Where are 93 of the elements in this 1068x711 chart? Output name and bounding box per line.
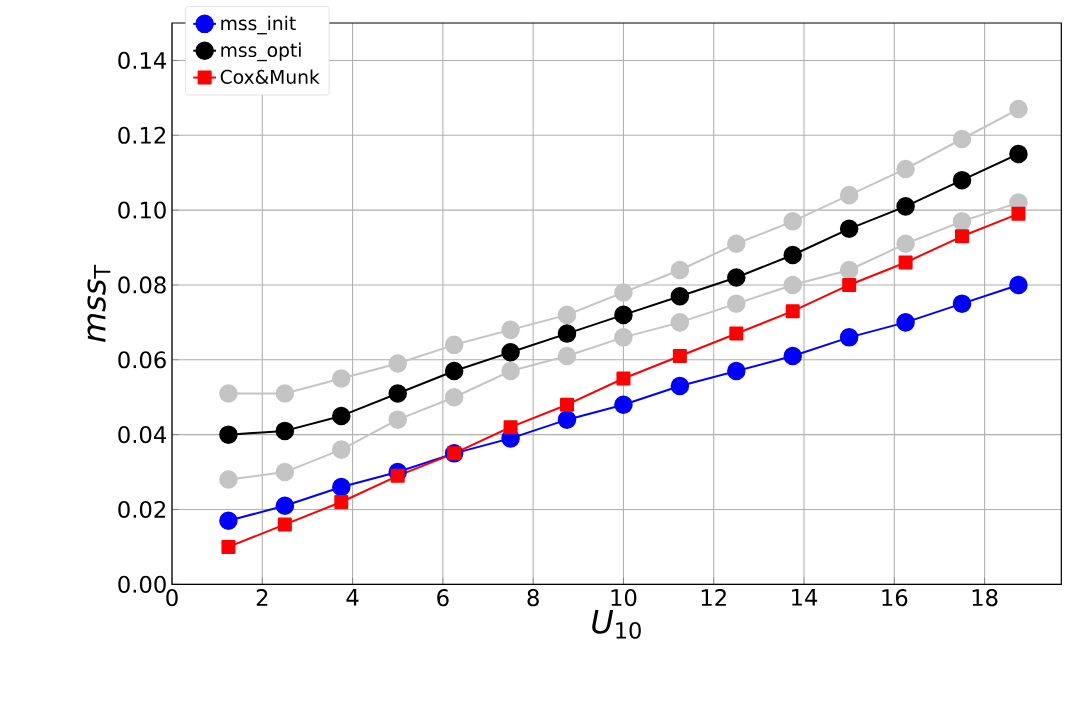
point — [672, 349, 687, 364]
point — [839, 328, 859, 347]
point — [503, 420, 518, 435]
point — [219, 470, 238, 489]
y-tick-label: 0.04 — [118, 426, 167, 444]
point — [614, 328, 633, 347]
point — [334, 495, 349, 510]
point — [952, 170, 972, 190]
x-tick-label: 18 — [972, 589, 998, 607]
point — [219, 511, 238, 530]
point — [501, 343, 520, 362]
y-axis-title: mss$_{T}$ — [87, 264, 111, 342]
point — [896, 313, 915, 332]
point — [219, 384, 238, 403]
y-tick-label: 0.02 — [118, 500, 166, 519]
point — [501, 320, 520, 340]
point — [275, 421, 295, 441]
point — [557, 410, 577, 429]
point — [221, 539, 236, 554]
x-tick-label: 4 — [346, 589, 359, 606]
point — [390, 468, 405, 483]
point — [275, 384, 295, 403]
point — [783, 346, 802, 366]
point — [898, 255, 913, 270]
point — [219, 425, 238, 444]
x-tick-label: 8 — [527, 589, 539, 607]
point — [444, 335, 464, 355]
point — [275, 462, 295, 482]
legend-label: mss_opti — [221, 42, 301, 62]
y-tick-label: 0.06 — [118, 351, 166, 369]
point — [783, 212, 802, 231]
point — [557, 324, 577, 343]
point — [557, 305, 577, 325]
point — [1011, 206, 1026, 221]
point — [1009, 275, 1028, 295]
y-tick-label: 0.00 — [118, 575, 166, 593]
point — [955, 229, 970, 244]
point — [332, 369, 351, 388]
legend-label: Cox&Munk — [220, 69, 320, 84]
point — [614, 283, 633, 302]
point — [275, 496, 295, 516]
point — [842, 277, 857, 292]
point — [444, 387, 464, 407]
point — [560, 397, 575, 412]
point — [783, 275, 802, 295]
x-tick-label: 10 — [611, 589, 637, 607]
point — [785, 304, 800, 319]
point — [896, 234, 915, 254]
point — [501, 361, 520, 381]
x-tick-label: 0 — [166, 589, 178, 607]
point — [952, 212, 972, 231]
point — [839, 219, 859, 239]
point — [616, 371, 631, 386]
point — [332, 440, 351, 459]
point — [670, 313, 690, 332]
x-tick-label: 6 — [437, 589, 449, 607]
point — [1009, 99, 1028, 119]
point — [614, 305, 633, 325]
point — [839, 260, 859, 280]
point — [332, 477, 351, 497]
point — [1009, 144, 1028, 164]
point — [444, 361, 464, 381]
x-tick-label: 12 — [701, 589, 726, 606]
point — [727, 234, 746, 254]
point — [557, 346, 577, 366]
point — [670, 286, 690, 306]
point — [729, 326, 744, 341]
y-tick-label: 0.12 — [118, 126, 166, 144]
point — [277, 517, 292, 532]
x-tick-label: 14 — [792, 589, 818, 606]
point — [332, 406, 351, 426]
x-axis-title: U$_{10}$ — [592, 610, 641, 639]
y-tick-label: 0.10 — [118, 201, 166, 219]
point — [388, 384, 407, 403]
x-tick-label: 16 — [882, 589, 908, 607]
point — [670, 376, 690, 396]
point — [727, 361, 746, 381]
point — [727, 294, 746, 313]
point — [388, 354, 407, 373]
y-tick-label: 0.14 — [118, 51, 167, 69]
point — [896, 197, 915, 216]
y-tick-label: 0.08 — [118, 276, 166, 294]
point — [727, 268, 746, 287]
point — [896, 159, 915, 179]
point — [614, 395, 633, 414]
point — [388, 410, 407, 429]
legend-label: mss_init — [221, 15, 296, 35]
point — [952, 294, 972, 313]
x-tick-label: 2 — [256, 589, 268, 606]
point — [670, 260, 690, 280]
point — [952, 129, 972, 149]
point — [839, 185, 859, 205]
point — [783, 245, 802, 265]
